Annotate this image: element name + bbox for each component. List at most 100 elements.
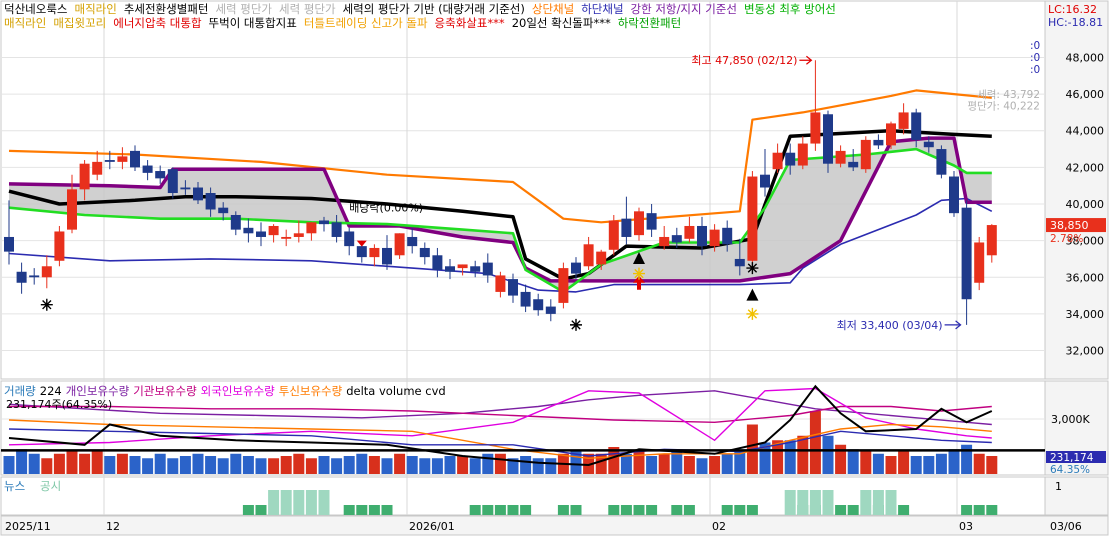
legend-item: 뚜벅이 대통합지표 (209, 16, 297, 30)
top-right-mark: :0 (1030, 64, 1040, 76)
header-indicator-line-2: 매직라인 매집윗꼬리 에너지압축 대통합 뚜벅이 대통합지표 터틀트레이딩 신고가 돌파… (4, 16, 681, 30)
candle-body (961, 207, 972, 300)
candle-body (482, 262, 493, 276)
volume-bar (91, 451, 103, 474)
volume-bar (318, 456, 330, 474)
volume-bar (822, 435, 834, 474)
volume-bar (368, 456, 380, 474)
indicator-line (8, 89, 992, 224)
candle-body (230, 214, 241, 230)
volume-bar (520, 456, 532, 474)
volume-axis-tick: 3,000K (1051, 413, 1090, 426)
candle-body (986, 225, 997, 256)
volume-bar (41, 458, 53, 474)
candle-body (797, 143, 808, 166)
volume-bar (129, 456, 141, 474)
price-tick-label: 36,000 (1066, 271, 1105, 284)
volume-bar (835, 444, 847, 474)
candles (4, 60, 997, 325)
candle-body (306, 222, 317, 234)
disclosure-bar (822, 490, 834, 515)
candle-body (293, 233, 304, 237)
date-tick-label: 02 (712, 520, 726, 533)
volume-right-label-1: 231,174 (1050, 452, 1094, 464)
candle-body (558, 268, 569, 303)
news-bars (242, 490, 998, 515)
candle-body (835, 150, 846, 164)
volume-bar (167, 458, 179, 474)
news-bar (381, 505, 393, 515)
force-price-label-1: 세력: 43,792 (977, 89, 1040, 101)
date-axis-right-label: 03/06 (1050, 520, 1082, 533)
candle-body (243, 227, 254, 234)
volume-bar (545, 458, 557, 474)
candle-body (520, 291, 531, 307)
news-bar (482, 505, 494, 515)
news-bar (494, 505, 506, 515)
legend-item: 변동성 최후 방어선 (744, 2, 836, 16)
volume-bar (910, 456, 922, 474)
candle-body (684, 225, 695, 239)
disclosure-bar (318, 490, 330, 515)
candle-body (193, 187, 203, 201)
volume-bar (154, 453, 166, 474)
disclosure-bar (860, 490, 872, 515)
legend-item: 20일선 확신돌파*** (512, 16, 611, 30)
news-bar (986, 505, 998, 515)
volume-bar (507, 458, 519, 474)
volume-bar (973, 453, 985, 474)
star-marker (746, 262, 759, 275)
news-legend: 뉴스 (4, 479, 25, 493)
volume-summary: 231,174주(64.35%) (6, 398, 112, 411)
volume-bar (268, 458, 280, 474)
disclosure-bar (885, 490, 897, 515)
candle-body (886, 123, 896, 146)
volume-bar (53, 453, 65, 474)
volume-legend: 거래량 224 개인보유수량 기관보유수량 외국인보유수량 투신보유수량 delta vol… (4, 384, 446, 398)
candle-body (382, 247, 392, 265)
volume-bar (696, 458, 708, 474)
news-bar (671, 505, 683, 515)
legend-item: 매집윗꼬리 (53, 16, 106, 30)
volume-bar (671, 451, 683, 474)
legend-item: delta volume cvd (346, 384, 445, 398)
candle-body (772, 152, 783, 170)
disclosure-bar (305, 490, 317, 515)
candle-body (697, 225, 707, 247)
legend-item: 거래량 (4, 384, 36, 398)
volume-bar (583, 453, 595, 474)
volume-bar (431, 458, 443, 474)
candle-body (344, 231, 355, 247)
candle-body (79, 163, 90, 190)
volume-bar (230, 453, 242, 474)
news-bar (847, 505, 859, 515)
volume-bar (280, 456, 292, 474)
star-marker (746, 307, 759, 320)
top-right-mark: :0 (1030, 40, 1040, 52)
candle-body (810, 112, 821, 144)
up-arrow-marker (633, 275, 645, 290)
volume-bar (331, 458, 343, 474)
header-indicator-line-1: 덕산네오룩스 매직라인 추세전환생별패턴 세력 평단가 세력 평단가 세력의 평단가 기반… (4, 2, 836, 16)
candle-body (369, 247, 380, 258)
volume-bar (255, 458, 267, 474)
volume-bar (192, 453, 204, 474)
legend-item: 개인보유수량 (66, 384, 130, 398)
news-bar (356, 505, 368, 515)
volume-bar (356, 453, 368, 474)
volume-bar (469, 458, 481, 474)
news-bar (721, 505, 733, 515)
candle-body (596, 251, 607, 265)
disclosure-legend: 공시 (40, 479, 61, 493)
candle-body (936, 149, 947, 175)
legend-item: 추세전환생별패턴 (124, 2, 209, 16)
price-tick-label: 32,000 (1066, 345, 1105, 358)
price-axis-panel (1044, 0, 1109, 380)
volume-bar (444, 456, 456, 474)
candle-body (167, 169, 178, 194)
candle-body (281, 236, 292, 239)
candle-body (356, 246, 367, 258)
candle-body (457, 264, 468, 269)
news-bar (835, 505, 847, 515)
candle-body (218, 207, 229, 214)
